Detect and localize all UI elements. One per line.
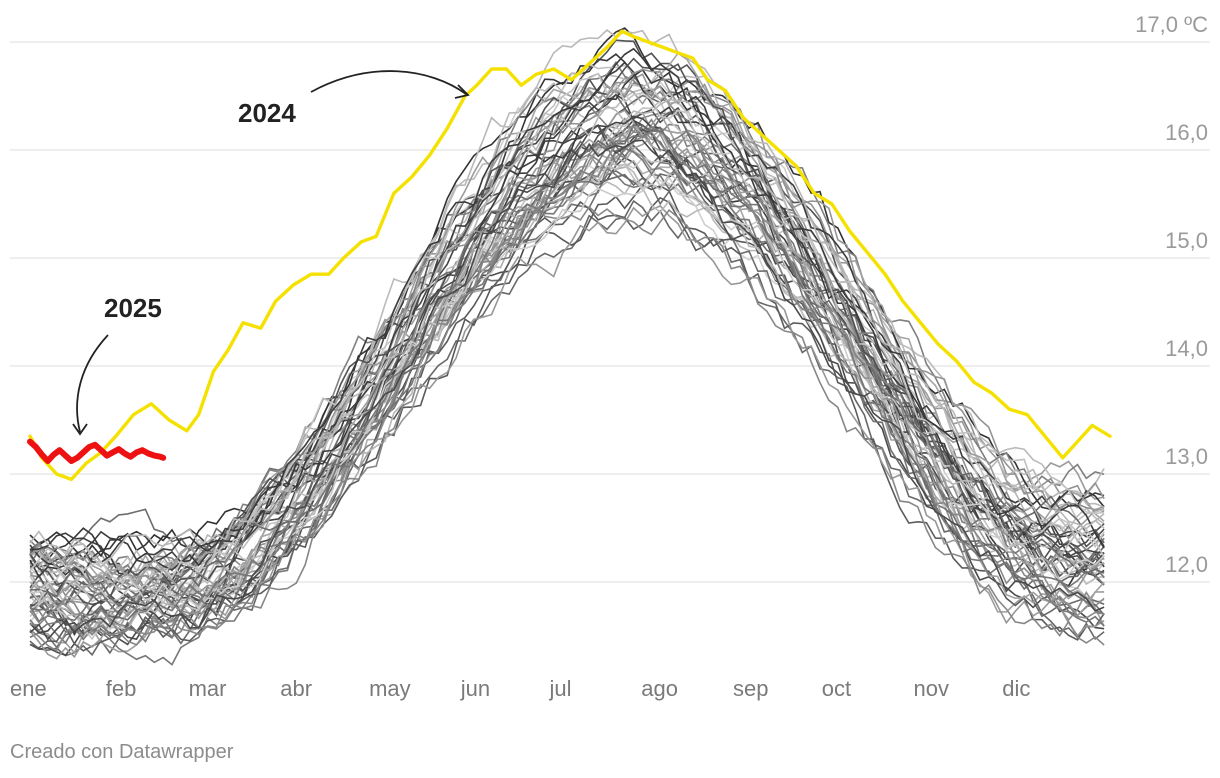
y-tick-label: 13,0 (1165, 444, 1208, 469)
background-year-line (29, 57, 1105, 605)
background-year-line (29, 163, 1105, 605)
background-year-line (29, 125, 1105, 638)
y-tick-label: 14,0 (1165, 336, 1208, 361)
background-year-line (29, 130, 1105, 622)
x-tick-label: sep (733, 676, 768, 701)
y-tick-label: 12,0 (1165, 552, 1208, 577)
background-year-line (29, 93, 1105, 605)
x-axis-tick-labels: ene feb mar abr may jun jul ago sep oct nov dic (10, 676, 1030, 701)
x-tick-label: ago (641, 676, 678, 701)
x-tick-label: oct (822, 676, 851, 701)
background-year-line (29, 68, 1105, 592)
background-year-line (29, 196, 1105, 652)
y-tick-label: 16,0 (1165, 120, 1208, 145)
series-line-2025 (27, 438, 167, 464)
arrow-2024 (310, 70, 467, 95)
y-axis-tick-labels: 12,0 13,0 14,0 15,0 16,0 17,0 ºC (1135, 12, 1208, 577)
arrowhead-2025 (72, 423, 88, 436)
x-tick-label: dic (1002, 676, 1030, 701)
background-year-line (29, 98, 1105, 569)
x-tick-label: ene (10, 676, 47, 701)
x-tick-label: feb (106, 676, 137, 701)
background-year-line (29, 126, 1105, 636)
x-tick-label: jun (460, 676, 490, 701)
x-tick-label: may (369, 676, 411, 701)
background-year-line (29, 68, 1105, 597)
y-tick-label: 15,0 (1165, 228, 1208, 253)
background-year-line (29, 72, 1105, 589)
annotations: 2024 2025 (72, 70, 470, 436)
background-year-line (29, 126, 1105, 641)
x-tick-label: mar (189, 676, 227, 701)
background-year-line (29, 166, 1105, 666)
background-years-series (29, 27, 1105, 666)
background-year-line (29, 47, 1105, 561)
background-year-line (29, 128, 1105, 605)
y-tick-label: 17,0 ºC (1135, 12, 1208, 37)
x-tick-label: jul (549, 676, 572, 701)
background-year-line (29, 124, 1105, 607)
background-year-line (29, 68, 1105, 578)
background-year-line (29, 139, 1105, 641)
credit-text: Creado con Datawrapper (10, 741, 234, 763)
x-tick-label: nov (914, 676, 949, 701)
x-tick-label: abr (280, 676, 312, 701)
background-year-line (29, 157, 1105, 632)
series-line-2024 (28, 29, 1112, 482)
background-year-line (29, 205, 1105, 652)
annotation-label-2025: 2025 (104, 293, 162, 323)
background-year-line (29, 106, 1105, 614)
arrowhead-2024 (454, 84, 470, 99)
background-year-line (29, 61, 1105, 576)
annotation-label-2024: 2024 (238, 98, 296, 128)
background-year-line (29, 145, 1105, 643)
arrow-2025 (76, 334, 109, 433)
